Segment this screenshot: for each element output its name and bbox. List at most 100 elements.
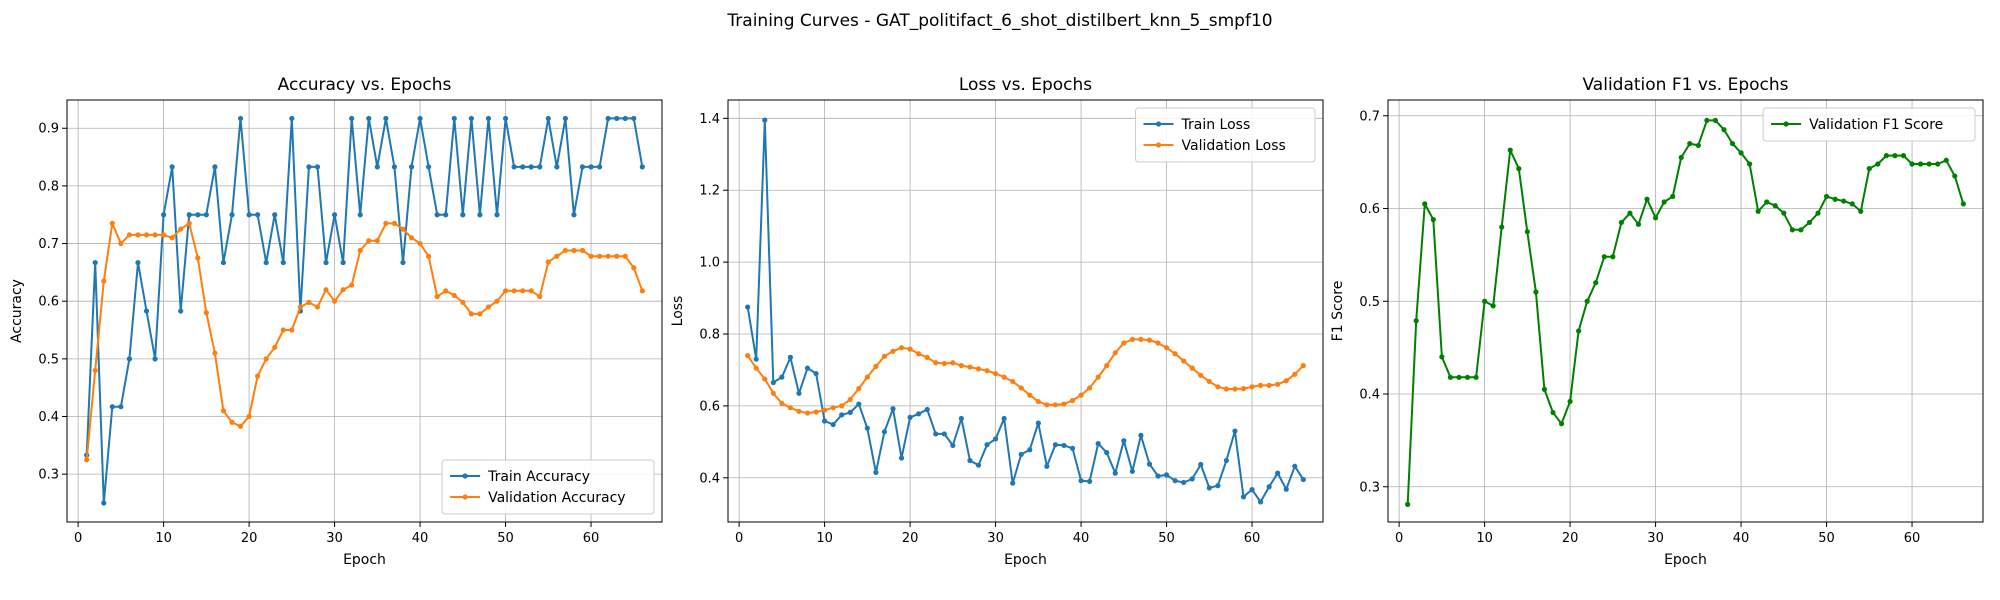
series-line-1 [746,119,1305,503]
legend: Train Accuracy Validation Accuracy [441,459,655,515]
data-point [443,212,449,218]
data-point [1473,374,1479,380]
data-point [109,404,115,410]
data-point [1078,392,1084,398]
data-point [1249,487,1255,493]
data-point [975,366,982,372]
data-point [898,345,905,351]
y-tick-label: 0.4 [699,471,720,486]
data-point [1464,374,1471,380]
data-point [1035,420,1041,426]
y-tick-label: 0.5 [38,352,59,367]
x-tick-label: 10 [816,531,833,546]
data-point [297,304,303,310]
data-point [830,405,836,411]
data-point [118,404,124,410]
data-point [890,406,896,412]
data-point [924,406,930,413]
data-point [847,396,853,403]
data-point [1266,484,1272,490]
data-point [109,220,115,226]
data-point [1283,486,1289,492]
y-tick-label: 0.3 [38,468,59,483]
legend-marker [1155,121,1162,127]
data-point [1104,363,1110,369]
data-point [1189,365,1195,371]
data-point [1815,210,1821,216]
data-point [796,390,802,396]
data-point [357,212,363,218]
data-point [143,308,150,314]
data-point [1087,385,1093,391]
data-point [958,363,964,369]
data-point [340,287,346,293]
data-point [958,415,964,422]
data-point [975,462,982,468]
panel-1: 0 10 20 30 40 50 60 0.3 0.4 0.5 0.6 0.7 0.8 0.9 Accura… [9,75,663,568]
data-point [1866,166,1872,172]
data-point [520,164,526,170]
data-point [856,386,862,392]
x-tick-label: 20 [241,531,258,546]
data-point [873,469,879,475]
axes-frame [1387,99,1984,523]
series-line-1 [1406,119,1965,505]
data-point [1061,401,1067,407]
data-point [426,253,432,259]
data-point [1078,478,1084,484]
data-point [1490,303,1496,309]
data-point [1806,219,1813,226]
data-point [1926,161,1932,167]
x-tick-label: 20 [902,531,919,546]
data-point [1010,378,1016,385]
data-point [1858,208,1864,214]
data-point [1223,386,1229,392]
data-point [460,212,466,218]
data-point [477,212,483,218]
data-point [1550,409,1556,416]
data-point [1584,298,1590,304]
data-point [1644,196,1650,202]
data-point [622,253,628,259]
y-tick-label: 0.7 [1359,109,1380,124]
data-point [1198,461,1204,468]
data-point [1232,428,1238,434]
data-point [1181,358,1187,364]
x-axis-label: Epoch [343,552,386,568]
data-point [323,259,329,266]
y-tick-label: 1.4 [699,112,720,127]
data-point [1618,219,1624,226]
data-point [468,311,474,317]
legend-label: Validation F1 Score [1809,117,1943,133]
data-point [813,409,819,415]
data-point [349,115,355,122]
data-point [1146,461,1153,467]
x-tick-label: 40 [1073,531,1090,546]
data-point [924,354,930,360]
data-point [340,259,346,266]
legend-marker [462,473,468,479]
data-point [477,311,483,317]
data-point [1232,386,1238,392]
legend-box [1135,107,1316,163]
data-point [1729,140,1736,147]
data-point [460,299,466,305]
data-point [596,253,603,259]
data-point [916,411,922,417]
data-point [186,212,192,218]
data-point [967,364,973,370]
data-point [1943,157,1949,163]
data-point [1695,142,1701,149]
data-point [280,327,286,333]
data-point [1104,450,1110,456]
data-point [1789,227,1795,233]
data-point [1652,215,1659,221]
x-tick-label: 30 [326,531,343,546]
data-point [579,247,586,254]
data-point [1095,374,1101,380]
data-point [451,115,457,122]
data-point [203,212,209,218]
data-point [605,115,611,122]
data-point [1001,374,1007,380]
data-point [1798,227,1804,233]
